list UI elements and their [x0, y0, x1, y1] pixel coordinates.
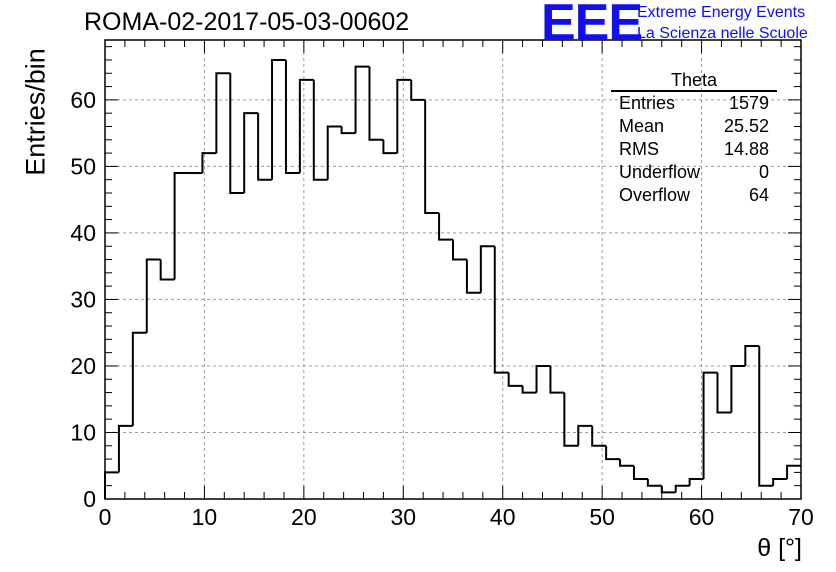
- histogram-bin: [159, 259, 175, 281]
- histogram-bin: [730, 364, 746, 413]
- histogram-bin: [131, 331, 147, 426]
- histogram-bin: [284, 59, 300, 175]
- histogram-bin: [758, 346, 774, 487]
- run-title: ROMA-02-2017-05-03-00602: [84, 8, 410, 36]
- axis-ticks: [104, 40, 802, 500]
- histogram-bin: [646, 479, 662, 487]
- stats-value: 25.52: [723, 116, 769, 136]
- histogram-bin: [382, 139, 398, 155]
- x-tick-label: 60: [689, 504, 715, 530]
- histogram-bin: [507, 372, 523, 387]
- y-tick-label: 30: [70, 286, 96, 312]
- histogram-bin: [660, 485, 676, 494]
- grid-lines: [105, 40, 801, 499]
- stats-label: Overflow: [619, 185, 691, 205]
- x-axis-label: θ [°]: [757, 534, 802, 562]
- y-tick-label: 0: [83, 486, 96, 512]
- histogram-bin: [619, 459, 634, 467]
- histogram-bin: [340, 126, 356, 135]
- x-tick-label: 20: [291, 504, 317, 530]
- histogram-bin: [312, 79, 328, 181]
- stats-row-overflow: Overflow 64: [611, 184, 777, 207]
- plot-frame: [104, 39, 802, 500]
- x-tick-label: 30: [390, 504, 416, 530]
- x-tick-label: 70: [788, 504, 814, 530]
- histogram-bin: [716, 372, 732, 414]
- tick-labels: 0 10 20 30 40 50 60 70 0 10 20 30 40 50 60: [70, 87, 813, 530]
- stats-row-rms: RMS 14.88: [611, 138, 777, 161]
- y-tick-label: 10: [70, 419, 96, 445]
- y-tick-label: 40: [70, 220, 96, 246]
- y-tick-label: 20: [70, 353, 96, 379]
- x-tick-label: 50: [589, 504, 615, 530]
- histogram-bin: [368, 66, 384, 141]
- histogram-bin: [424, 99, 440, 214]
- y-tick-label: 50: [70, 153, 96, 179]
- x-tick-label: 40: [490, 504, 516, 530]
- histogram-bin: [229, 73, 245, 194]
- stats-label: Entries: [619, 93, 676, 113]
- stats-row-mean: Mean 25.52: [611, 115, 777, 138]
- stats-value: 14.88: [723, 139, 769, 159]
- histogram-bin: [410, 79, 426, 101]
- histogram-bin: [563, 392, 579, 447]
- histogram-bin: [396, 78, 412, 154]
- stats-label: Underflow: [619, 162, 701, 182]
- logo-line-2: La Scienza nelle Scuole: [637, 25, 808, 42]
- histogram-bin: [465, 259, 481, 294]
- histogram-bin: [493, 246, 509, 374]
- histogram-bin: [298, 78, 314, 174]
- histogram-bin: [201, 152, 217, 174]
- stats-value: 1579: [728, 93, 769, 113]
- histogram-bin: [549, 365, 565, 394]
- histogram-bin: [117, 424, 133, 473]
- histogram-bin: [535, 364, 551, 393]
- y-axis-label: Entries/bin: [20, 48, 51, 176]
- histogram-bin: [173, 172, 189, 280]
- histogram-bin: [702, 371, 718, 480]
- histogram-bin: [145, 258, 161, 333]
- x-tick-label: 0: [99, 504, 112, 530]
- stats-row-entries: Entries 1579: [611, 92, 777, 115]
- histogram-bin: [479, 245, 495, 293]
- histogram-bin: [632, 465, 648, 481]
- histogram-bin: [591, 425, 607, 447]
- eee-logo: EEE: [541, 0, 643, 52]
- histogram-bin: [772, 478, 788, 486]
- histogram-bin: [215, 72, 231, 154]
- stats-label: Mean: [619, 116, 665, 136]
- stats-box: Theta Entries 1579 Mean 25.52 RMS 14.88 …: [611, 70, 777, 207]
- logo-line-1: Extreme Energy Events: [637, 4, 806, 21]
- histogram-bin: [271, 58, 286, 180]
- histogram-bars: [104, 58, 801, 499]
- histogram-bin: [744, 345, 760, 366]
- histogram-bin: [786, 464, 801, 480]
- stats-row-underflow: Underflow 0: [611, 161, 777, 184]
- histogram-bin: [674, 484, 690, 493]
- histogram-bin: [577, 424, 593, 446]
- histogram-bin: [326, 125, 342, 180]
- histogram-bin: [243, 112, 259, 193]
- stats-title: Theta: [611, 70, 777, 92]
- stats-label: RMS: [619, 139, 659, 159]
- histogram-bin: [605, 445, 621, 461]
- stats-value: 0: [758, 162, 769, 182]
- y-tick-label: 60: [70, 87, 96, 113]
- histogram-bin: [438, 212, 453, 241]
- x-tick-label: 10: [192, 504, 218, 530]
- histogram-bin: [452, 239, 467, 261]
- histogram-bin: [688, 478, 704, 486]
- histogram-bin: [354, 65, 370, 134]
- histogram-bin: [257, 113, 273, 181]
- histogram-bin: [521, 385, 537, 394]
- stats-value: 64: [748, 185, 769, 205]
